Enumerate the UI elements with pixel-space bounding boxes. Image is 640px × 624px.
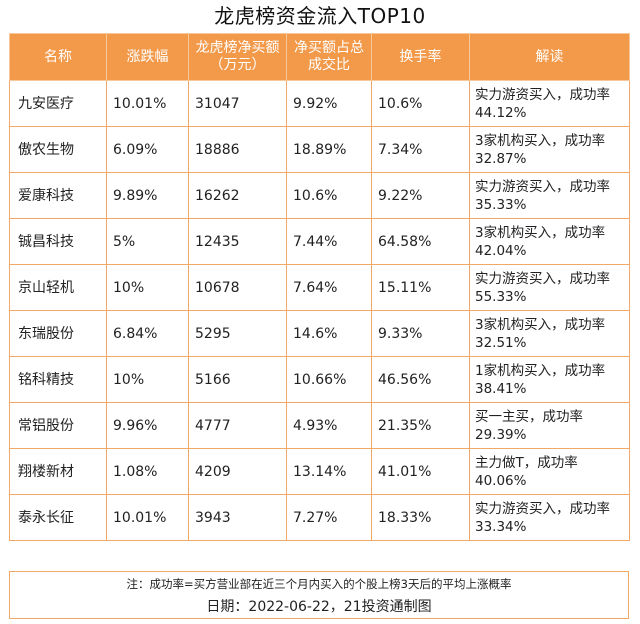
turnover-cell: 46.56%	[371, 356, 470, 403]
turnover-cell: 15.11%	[371, 264, 470, 311]
footer-box: 注：成功率=买方营业部在近三个月内买入的个股上榜3天后的平均上涨概率 日期：20…	[9, 571, 629, 619]
turnover-cell: 41.01%	[371, 448, 470, 495]
turnover-cell: 64.58%	[371, 218, 470, 265]
note-cell: 实力游资买入，成功率33.34%	[469, 494, 630, 541]
turnover-cell: 10.6%	[371, 80, 470, 127]
ratio-cell: 7.44%	[286, 218, 372, 265]
turnover-cell: 7.34%	[371, 126, 470, 173]
stock-name-cell: 泰永长征	[9, 494, 107, 541]
table-row: 铭科精技 10% 5166 10.66% 46.56% 1家机构买入，成功率38.41%	[9, 356, 630, 403]
note-cell: 3家机构买入，成功率42.04%	[469, 218, 630, 265]
change-cell: 10.01%	[106, 494, 189, 541]
ratio-cell: 10.6%	[286, 172, 372, 219]
net-buy-cell: 10678	[188, 264, 287, 311]
table-row: 九安医疗 10.01% 31047 9.92% 10.6% 实力游资买入，成功率44.12…	[9, 80, 630, 127]
stock-name-cell: 常铝股份	[9, 402, 107, 449]
change-cell: 5%	[106, 218, 189, 265]
stock-name-cell: 铭科精技	[9, 356, 107, 403]
change-cell: 10%	[106, 264, 189, 311]
table-row: 京山轻机 10% 10678 7.64% 15.11% 实力游资买入，成功率55.33%	[9, 264, 630, 311]
ratio-cell: 9.92%	[286, 80, 372, 127]
header-name: 名称	[9, 33, 107, 81]
net-buy-cell: 3943	[188, 494, 287, 541]
turnover-cell: 18.33%	[371, 494, 470, 541]
table-row: 傲农生物 6.09% 18886 18.89% 7.34% 3家机构买入，成功率32.87…	[9, 126, 630, 173]
header-note: 解读	[469, 33, 630, 81]
table-row: 常铝股份 9.96% 4777 4.93% 21.35% 买一主买，成功率29.39%	[9, 402, 630, 449]
data-table-container: 名称 涨跌幅 龙虎榜净买额（万元） 净买额占总成交比 换手率 解读 九安医疗 10…	[9, 33, 630, 541]
stock-name-cell: 东瑞股份	[9, 310, 107, 357]
change-cell: 10.01%	[106, 80, 189, 127]
stock-name-cell: 翔楼新材	[9, 448, 107, 495]
ratio-cell: 18.89%	[286, 126, 372, 173]
note-cell: 买一主买，成功率29.39%	[469, 402, 630, 449]
table-row: 翔楼新材 1.08% 4209 13.14% 41.01% 主力做T，成功率40.06%	[9, 448, 630, 495]
net-buy-cell: 4209	[188, 448, 287, 495]
note-cell: 1家机构买入，成功率38.41%	[469, 356, 630, 403]
note-cell: 实力游资买入，成功率44.12%	[469, 80, 630, 127]
change-cell: 9.96%	[106, 402, 189, 449]
table-body: 九安医疗 10.01% 31047 9.92% 10.6% 实力游资买入，成功率44.12…	[9, 80, 630, 541]
stock-name-cell: 爱康科技	[9, 172, 107, 219]
change-cell: 9.89%	[106, 172, 189, 219]
ratio-cell: 7.27%	[286, 494, 372, 541]
stock-name-cell: 傲农生物	[9, 126, 107, 173]
note-cell: 3家机构买入，成功率32.87%	[469, 126, 630, 173]
ratio-cell: 7.64%	[286, 264, 372, 311]
table-row: 泰永长征 10.01% 3943 7.27% 18.33% 实力游资买入，成功率33.34…	[9, 494, 630, 541]
change-cell: 1.08%	[106, 448, 189, 495]
ratio-cell: 10.66%	[286, 356, 372, 403]
net-buy-cell: 4777	[188, 402, 287, 449]
note-cell: 主力做T，成功率40.06%	[469, 448, 630, 495]
table-row: 东瑞股份 6.84% 5295 14.6% 9.33% 3家机构买入，成功率32.51%	[9, 310, 630, 357]
change-cell: 10%	[106, 356, 189, 403]
footnote: 注：成功率=买方营业部在近三个月内买入的个股上榜3天后的平均上涨概率	[126, 577, 512, 591]
header-turnover: 换手率	[371, 33, 470, 81]
note-cell: 实力游资买入，成功率55.33%	[469, 264, 630, 311]
change-cell: 6.84%	[106, 310, 189, 357]
stock-name-cell: 九安医疗	[9, 80, 107, 127]
dateline: 日期：2022-06-22，21投资通制图	[206, 599, 432, 615]
ratio-cell: 13.14%	[286, 448, 372, 495]
header-ratio: 净买额占总成交比	[286, 33, 372, 81]
net-buy-cell: 16262	[188, 172, 287, 219]
note-cell: 实力游资买入，成功率35.33%	[469, 172, 630, 219]
net-buy-cell: 31047	[188, 80, 287, 127]
header-change: 涨跌幅	[106, 33, 189, 81]
page-title: 龙虎榜资金流入TOP10	[214, 4, 426, 28]
change-cell: 6.09%	[106, 126, 189, 173]
table-header-row: 名称 涨跌幅 龙虎榜净买额（万元） 净买额占总成交比 换手率 解读	[9, 33, 630, 81]
net-buy-cell: 18886	[188, 126, 287, 173]
fund-inflow-table: 名称 涨跌幅 龙虎榜净买额（万元） 净买额占总成交比 换手率 解读 九安医疗 10…	[9, 33, 630, 541]
ratio-cell: 14.6%	[286, 310, 372, 357]
turnover-cell: 21.35%	[371, 402, 470, 449]
note-cell: 3家机构买入，成功率32.51%	[469, 310, 630, 357]
net-buy-cell: 12435	[188, 218, 287, 265]
turnover-cell: 9.22%	[371, 172, 470, 219]
header-net-buy: 龙虎榜净买额（万元）	[188, 33, 287, 81]
turnover-cell: 9.33%	[371, 310, 470, 357]
net-buy-cell: 5166	[188, 356, 287, 403]
table-row: 铖昌科技 5% 12435 7.44% 64.58% 3家机构买入，成功率42.04%	[9, 218, 630, 265]
ratio-cell: 4.93%	[286, 402, 372, 449]
table-row: 爱康科技 9.89% 16262 10.6% 9.22% 实力游资买入，成功率35.33%	[9, 172, 630, 219]
stock-name-cell: 铖昌科技	[9, 218, 107, 265]
net-buy-cell: 5295	[188, 310, 287, 357]
stock-name-cell: 京山轻机	[9, 264, 107, 311]
